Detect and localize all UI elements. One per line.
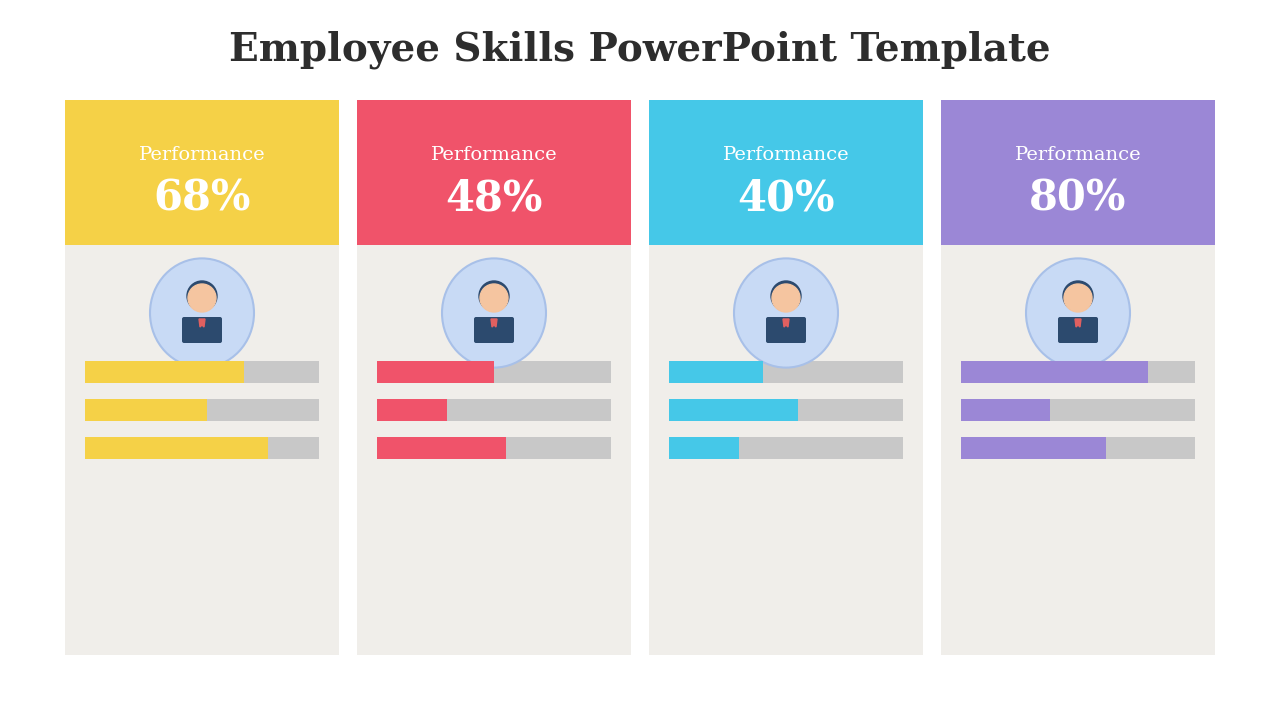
Circle shape — [189, 287, 214, 311]
Bar — [669, 399, 902, 421]
Circle shape — [1064, 284, 1092, 312]
Text: 40%: 40% — [737, 178, 835, 220]
FancyBboxPatch shape — [941, 100, 1215, 245]
Bar — [961, 399, 1196, 421]
Bar — [378, 437, 611, 459]
Bar — [378, 361, 494, 383]
Polygon shape — [492, 319, 497, 327]
Circle shape — [1066, 287, 1091, 311]
Bar — [961, 361, 1148, 383]
Bar — [378, 399, 611, 421]
Text: Employee Skills PowerPoint Template: Employee Skills PowerPoint Template — [229, 31, 1051, 69]
Bar — [669, 437, 902, 459]
Ellipse shape — [1027, 258, 1130, 368]
Bar — [961, 361, 1196, 383]
FancyBboxPatch shape — [649, 100, 923, 655]
Text: 80%: 80% — [1029, 178, 1126, 220]
Bar — [669, 437, 740, 459]
Bar — [84, 361, 244, 383]
Bar — [378, 361, 611, 383]
Circle shape — [772, 284, 800, 312]
FancyBboxPatch shape — [941, 100, 1215, 655]
Circle shape — [188, 284, 216, 312]
Circle shape — [771, 281, 801, 311]
Bar — [84, 399, 319, 421]
Circle shape — [774, 287, 797, 311]
Bar — [669, 361, 763, 383]
Circle shape — [480, 284, 508, 312]
FancyBboxPatch shape — [357, 100, 631, 245]
Text: 68%: 68% — [154, 178, 251, 220]
FancyBboxPatch shape — [65, 100, 339, 655]
Polygon shape — [198, 319, 205, 327]
Bar — [961, 437, 1106, 459]
Ellipse shape — [150, 258, 253, 368]
Bar — [84, 361, 319, 383]
Circle shape — [479, 281, 509, 311]
FancyBboxPatch shape — [765, 317, 806, 343]
Text: 48%: 48% — [445, 178, 543, 220]
FancyBboxPatch shape — [357, 100, 631, 655]
FancyBboxPatch shape — [649, 100, 923, 245]
FancyBboxPatch shape — [1059, 317, 1098, 343]
Bar — [84, 437, 319, 459]
Text: Performance: Performance — [1015, 146, 1142, 164]
Polygon shape — [783, 319, 788, 327]
Bar — [84, 437, 268, 459]
Bar — [378, 437, 506, 459]
Bar — [84, 399, 206, 421]
Bar — [669, 361, 902, 383]
Bar — [669, 399, 797, 421]
Bar — [961, 437, 1196, 459]
Text: Performance: Performance — [430, 146, 557, 164]
Ellipse shape — [442, 258, 547, 368]
Polygon shape — [1075, 319, 1082, 327]
Bar — [961, 399, 1050, 421]
FancyBboxPatch shape — [65, 100, 339, 245]
Text: Performance: Performance — [723, 146, 850, 164]
Ellipse shape — [733, 258, 838, 368]
FancyBboxPatch shape — [182, 317, 221, 343]
Circle shape — [1062, 281, 1093, 311]
FancyBboxPatch shape — [474, 317, 515, 343]
Text: Performance: Performance — [138, 146, 265, 164]
Circle shape — [483, 287, 506, 311]
Circle shape — [187, 281, 218, 311]
Bar — [378, 399, 447, 421]
